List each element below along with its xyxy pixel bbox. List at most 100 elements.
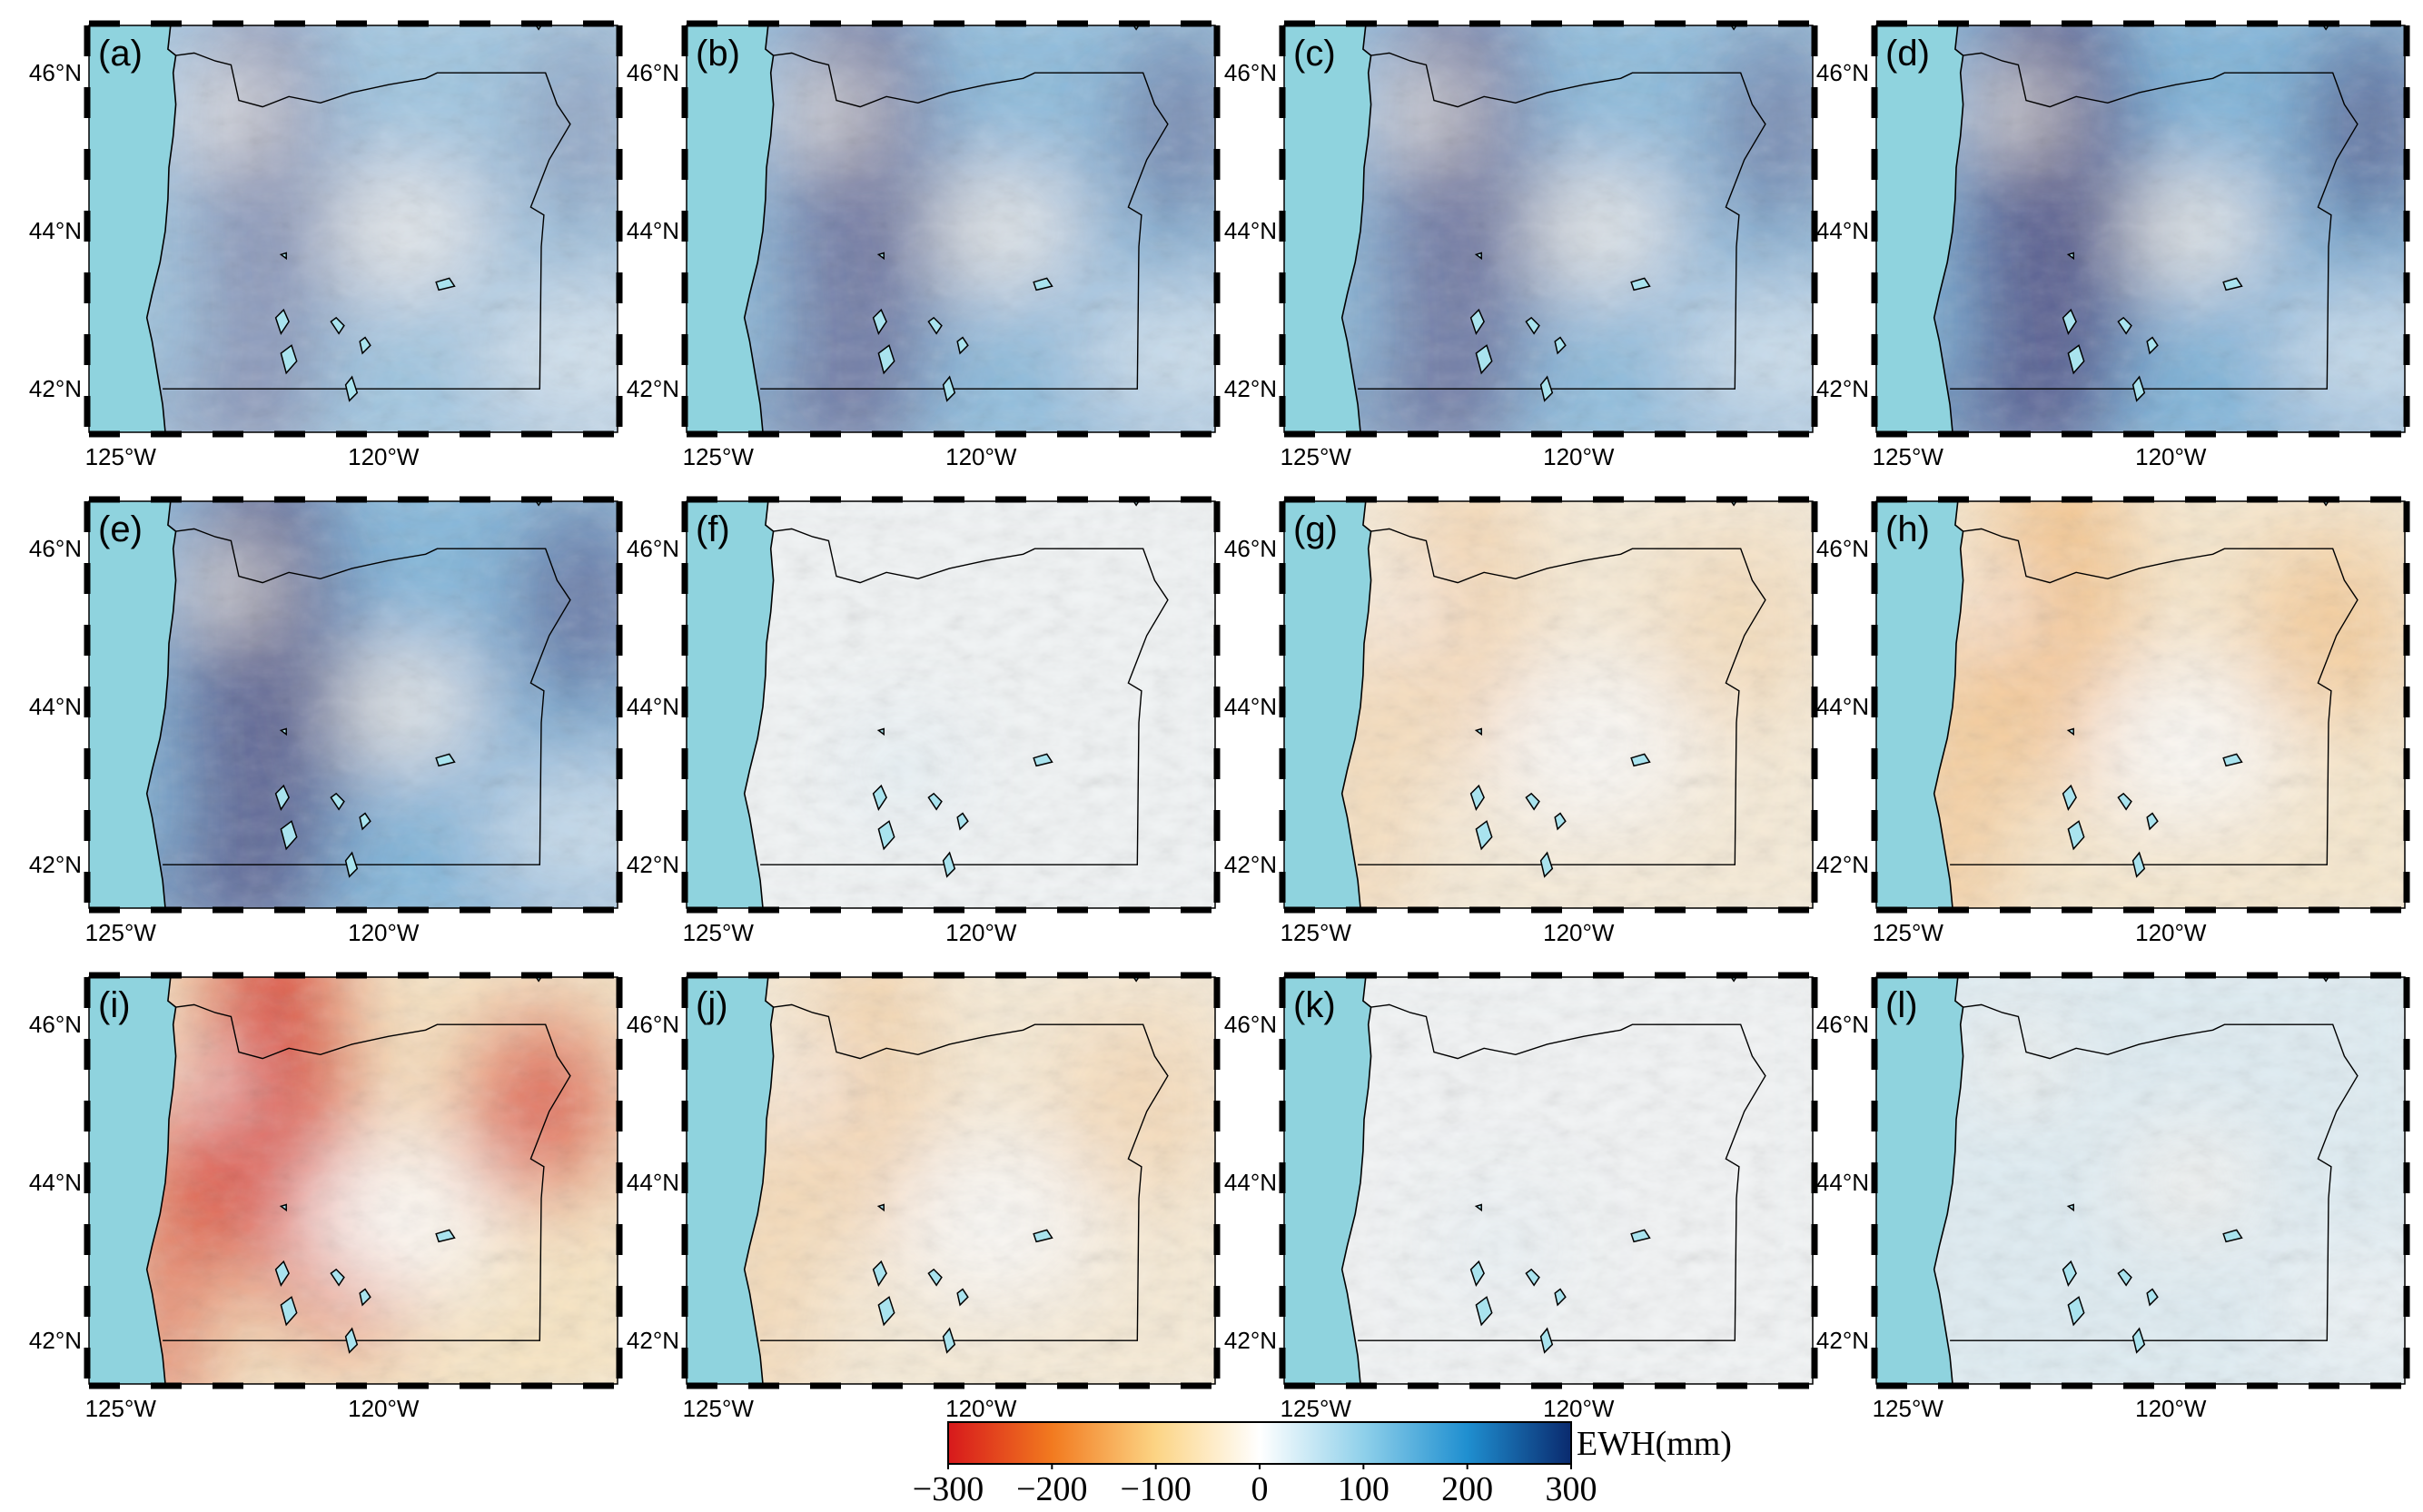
lake bbox=[2067, 344, 2085, 375]
lat-tick-label: 44°N bbox=[1224, 1169, 1277, 1196]
lat-tick-label: 46°N bbox=[1224, 59, 1277, 86]
map-panel: (h) 46°N 44°N 42°N 125°W 120°W bbox=[1816, 496, 2410, 946]
panel-label: (c) bbox=[1293, 34, 1336, 74]
lon-tick-label: 125°W bbox=[1873, 1395, 1944, 1422]
lake bbox=[2062, 308, 2077, 335]
ocean-area bbox=[687, 501, 774, 908]
lake bbox=[927, 316, 943, 335]
ocean-area bbox=[1876, 501, 1963, 908]
lake bbox=[872, 1260, 887, 1287]
lake bbox=[359, 812, 371, 831]
lake bbox=[359, 336, 371, 355]
lake bbox=[2131, 1327, 2146, 1354]
state-border bbox=[163, 1003, 571, 1341]
ocean-area bbox=[1876, 25, 1963, 432]
lake bbox=[344, 375, 359, 402]
lake bbox=[279, 1203, 287, 1212]
lake bbox=[279, 252, 287, 261]
lake bbox=[927, 1268, 943, 1287]
lat-tick-label: 42°N bbox=[627, 851, 679, 878]
lake bbox=[2062, 784, 2077, 811]
state-border bbox=[1950, 528, 2359, 865]
lake bbox=[1630, 753, 1651, 767]
lat-tick-label: 42°N bbox=[1816, 1327, 1869, 1354]
lake bbox=[1469, 1260, 1485, 1287]
lon-tick-label: 125°W bbox=[683, 919, 755, 946]
lake bbox=[1475, 1296, 1493, 1327]
lon-tick-label: 120°W bbox=[348, 1395, 420, 1422]
lake bbox=[1525, 792, 1540, 811]
state-border bbox=[163, 528, 571, 865]
lat-tick-label: 42°N bbox=[1224, 375, 1277, 402]
lake bbox=[2131, 851, 2146, 878]
lat-tick-label: 46°N bbox=[29, 1011, 82, 1038]
colorbar-tick-label: 0 bbox=[1251, 1470, 1269, 1508]
ocean-area bbox=[89, 25, 176, 432]
lake bbox=[330, 316, 345, 335]
ocean-area bbox=[687, 25, 774, 432]
colorbar-tick-label: 100 bbox=[1338, 1470, 1390, 1508]
lake bbox=[2222, 1229, 2243, 1243]
state-border bbox=[760, 52, 1169, 390]
map-panel: (e) 46°N 44°N 42°N 125°W 120°W bbox=[29, 496, 623, 946]
lon-tick-label: 125°W bbox=[1873, 443, 1944, 470]
lake bbox=[942, 375, 956, 402]
lat-tick-label: 44°N bbox=[1816, 1169, 1869, 1196]
lon-tick-label: 125°W bbox=[1281, 443, 1352, 470]
ocean-area bbox=[1876, 977, 1963, 1384]
ocean-area bbox=[89, 977, 176, 1384]
lake bbox=[1474, 1203, 1482, 1212]
lake bbox=[1525, 1268, 1540, 1287]
lake bbox=[1539, 375, 1554, 402]
lat-tick-label: 42°N bbox=[29, 375, 82, 402]
lake bbox=[1539, 1327, 1554, 1354]
lake bbox=[1033, 1229, 1053, 1243]
lake bbox=[2067, 1296, 2085, 1327]
lake bbox=[280, 1296, 298, 1327]
ocean-area bbox=[89, 501, 176, 908]
lon-tick-label: 125°W bbox=[1281, 919, 1352, 946]
lake bbox=[2117, 316, 2132, 335]
panel-label: (i) bbox=[98, 985, 131, 1025]
lake bbox=[274, 1260, 290, 1287]
lake bbox=[359, 1288, 371, 1307]
lake bbox=[330, 1268, 345, 1287]
panel-label: (j) bbox=[696, 985, 728, 1025]
lat-tick-label: 44°N bbox=[29, 217, 82, 244]
lake bbox=[1630, 1229, 1651, 1243]
lat-tick-label: 44°N bbox=[1224, 693, 1277, 720]
colorbar-tick-label: 300 bbox=[1546, 1470, 1597, 1508]
lake bbox=[435, 277, 456, 292]
lake bbox=[344, 851, 359, 878]
map-panel: (l) 46°N 44°N 42°N 125°W 120°W bbox=[1816, 972, 2410, 1422]
lake bbox=[2146, 812, 2159, 831]
lake bbox=[2117, 1268, 2132, 1287]
colorbar: −300 −200 −100 0 100 200 300 EWH(mm) bbox=[913, 1421, 1732, 1508]
lon-tick-label: 120°W bbox=[945, 443, 1017, 470]
colorbar-tick-label: 200 bbox=[1441, 1470, 1493, 1508]
lake bbox=[1630, 277, 1651, 292]
lat-tick-label: 44°N bbox=[627, 1169, 679, 1196]
lat-tick-label: 46°N bbox=[1224, 1011, 1277, 1038]
lake bbox=[877, 820, 895, 851]
lat-tick-label: 46°N bbox=[1224, 535, 1277, 562]
colorbar-title: EWH(mm) bbox=[1577, 1425, 1732, 1463]
map-panel: (c) 46°N 44°N 42°N 125°W 120°W bbox=[1224, 20, 1818, 470]
panel-label: (f) bbox=[696, 509, 730, 549]
lake bbox=[1475, 820, 1493, 851]
map-panel: (d) 46°N 44°N 42°N 125°W 120°W bbox=[1816, 20, 2410, 470]
state-border bbox=[1358, 52, 1766, 390]
lon-tick-label: 125°W bbox=[1873, 919, 1944, 946]
lon-tick-label: 120°W bbox=[945, 1395, 1017, 1422]
lat-tick-label: 46°N bbox=[29, 59, 82, 86]
lake bbox=[1469, 308, 1485, 335]
lake bbox=[2146, 1288, 2159, 1307]
lake bbox=[877, 1296, 895, 1327]
lon-tick-label: 125°W bbox=[683, 1395, 755, 1422]
ocean-area bbox=[1284, 501, 1371, 908]
map-panel: (j) 46°N 44°N 42°N 125°W 120°W bbox=[627, 972, 1221, 1422]
lake bbox=[435, 753, 456, 767]
panel-label: (a) bbox=[98, 34, 143, 74]
lake bbox=[1474, 727, 1482, 736]
lon-tick-label: 120°W bbox=[1543, 443, 1615, 470]
